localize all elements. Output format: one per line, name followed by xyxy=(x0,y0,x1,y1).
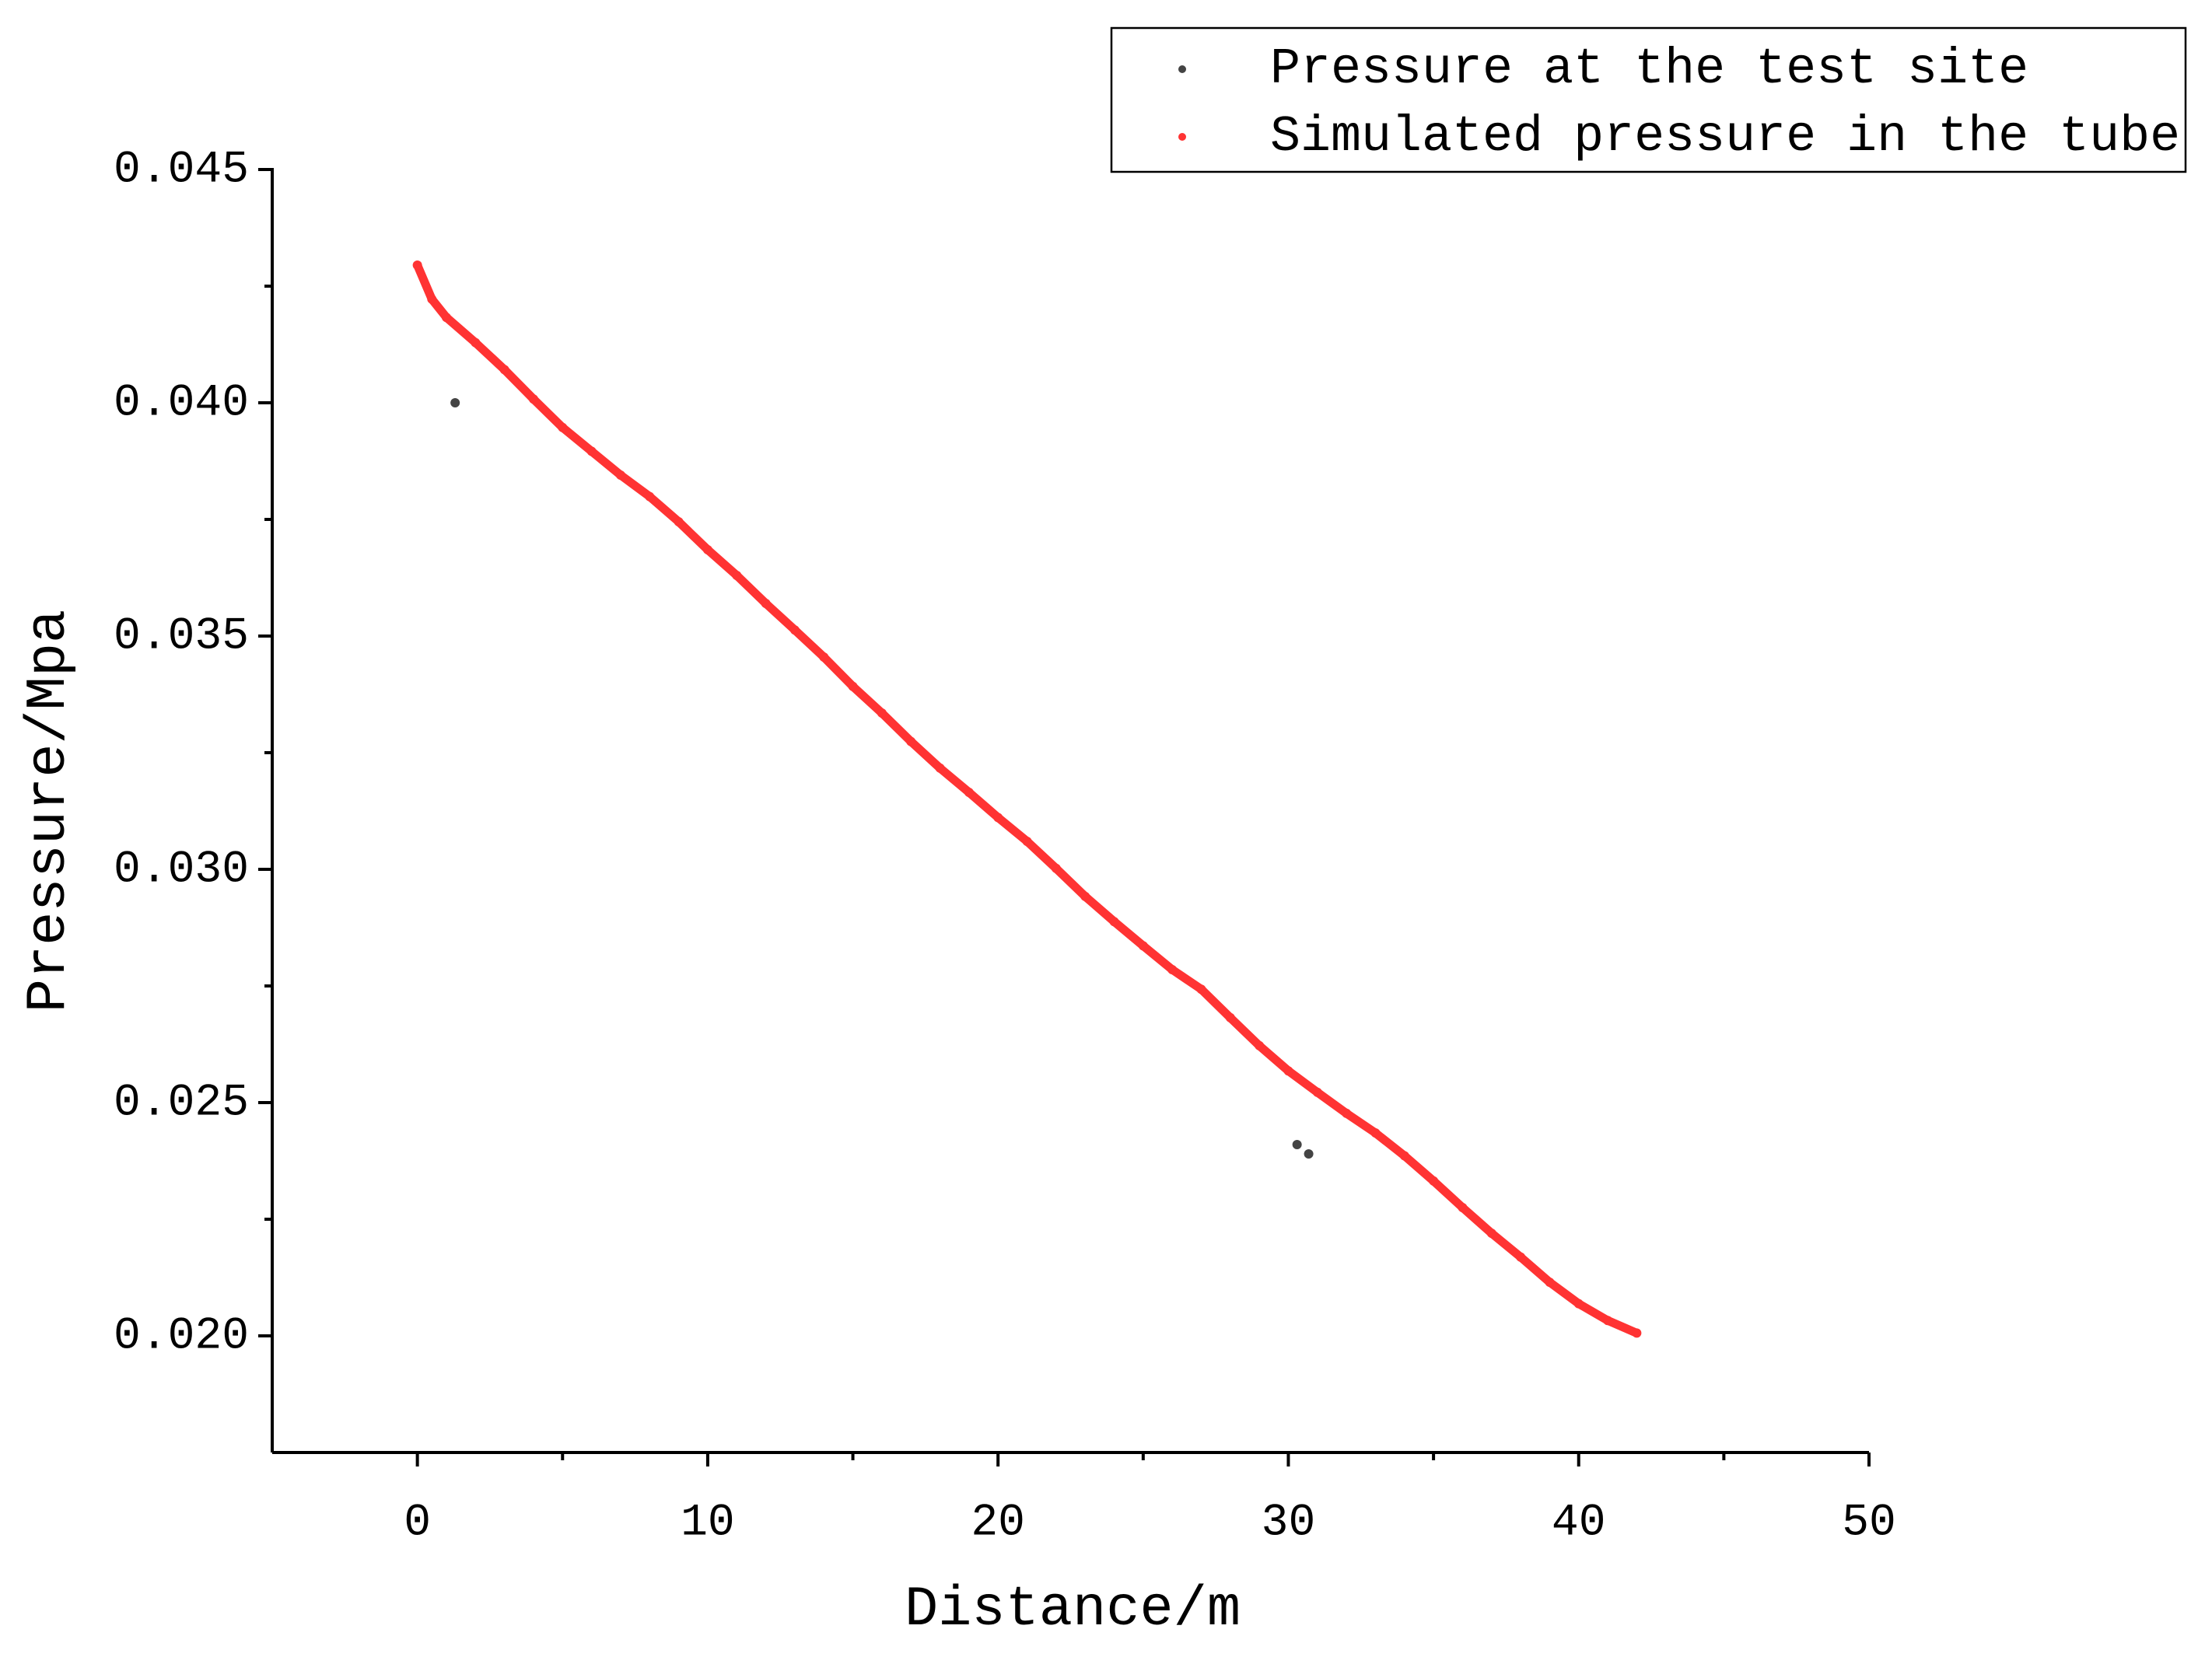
data-point xyxy=(1022,837,1032,846)
legend-marker xyxy=(1178,65,1186,73)
data-point xyxy=(441,313,451,323)
data-point xyxy=(1370,1128,1381,1138)
data-point xyxy=(450,398,460,407)
data-point xyxy=(906,736,916,746)
data-point xyxy=(586,446,597,456)
data-point xyxy=(674,517,684,526)
data-point xyxy=(964,788,974,797)
y-tick-label: 0.030 xyxy=(114,844,249,895)
data-point xyxy=(1399,1151,1409,1161)
series-band xyxy=(413,260,1641,1337)
x-tick-label: 10 xyxy=(681,1498,735,1548)
data-point xyxy=(1458,1203,1468,1212)
data-point xyxy=(499,365,509,375)
data-point xyxy=(1109,917,1119,927)
data-point xyxy=(1429,1176,1439,1186)
data-point xyxy=(761,599,771,608)
data-point xyxy=(1138,941,1148,951)
y-tick-label: 0.040 xyxy=(114,378,249,428)
data-point xyxy=(528,394,538,404)
x-tick-label: 50 xyxy=(1842,1498,1896,1548)
data-point xyxy=(1080,891,1090,901)
x-tick-label: 0 xyxy=(404,1498,431,1548)
y-tick-label: 0.020 xyxy=(114,1311,249,1362)
legend-marker xyxy=(1178,133,1186,141)
data-point xyxy=(1292,1140,1302,1149)
data-point xyxy=(1225,1012,1235,1023)
data-point xyxy=(732,571,742,580)
data-point xyxy=(471,337,481,348)
data-point xyxy=(1342,1108,1352,1118)
data-point xyxy=(1167,965,1178,974)
x-tick-label: 30 xyxy=(1262,1498,1316,1548)
data-point xyxy=(1632,1328,1642,1338)
data-point xyxy=(702,545,712,554)
data-point xyxy=(1573,1299,1584,1309)
data-point xyxy=(1516,1252,1526,1262)
data-point xyxy=(789,625,800,635)
data-point xyxy=(877,708,887,718)
data-point xyxy=(1603,1316,1613,1326)
data-point xyxy=(1051,863,1061,873)
legend-label: Pressure at the test site xyxy=(1270,40,2028,98)
legend-label: Simulated pressure in the tube xyxy=(1270,108,2180,166)
y-tick-label: 0.045 xyxy=(114,145,249,195)
data-point xyxy=(1255,1040,1265,1050)
y-tick-label: 0.035 xyxy=(114,611,249,662)
data-point xyxy=(615,470,625,480)
data-point xyxy=(1304,1149,1314,1159)
data-point xyxy=(1312,1087,1322,1097)
data-point xyxy=(645,491,655,502)
data-point xyxy=(848,681,858,691)
data-point xyxy=(558,422,568,432)
data-point xyxy=(1545,1278,1555,1287)
data-point xyxy=(427,294,437,304)
data-point xyxy=(1283,1066,1293,1076)
y-tick-label: 0.025 xyxy=(114,1078,249,1128)
y-axis-title: Pressure/Mpa xyxy=(17,610,81,1012)
legend-box xyxy=(1110,26,2187,173)
data-point xyxy=(412,260,422,270)
x-tick-label: 40 xyxy=(1552,1498,1606,1548)
x-axis-title: Distance/m xyxy=(905,1578,1241,1641)
data-point xyxy=(1486,1229,1496,1238)
data-point xyxy=(1196,984,1206,995)
x-tick-label: 20 xyxy=(971,1498,1025,1548)
data-point xyxy=(819,652,829,662)
data-point xyxy=(935,763,945,773)
data-point xyxy=(993,813,1003,823)
